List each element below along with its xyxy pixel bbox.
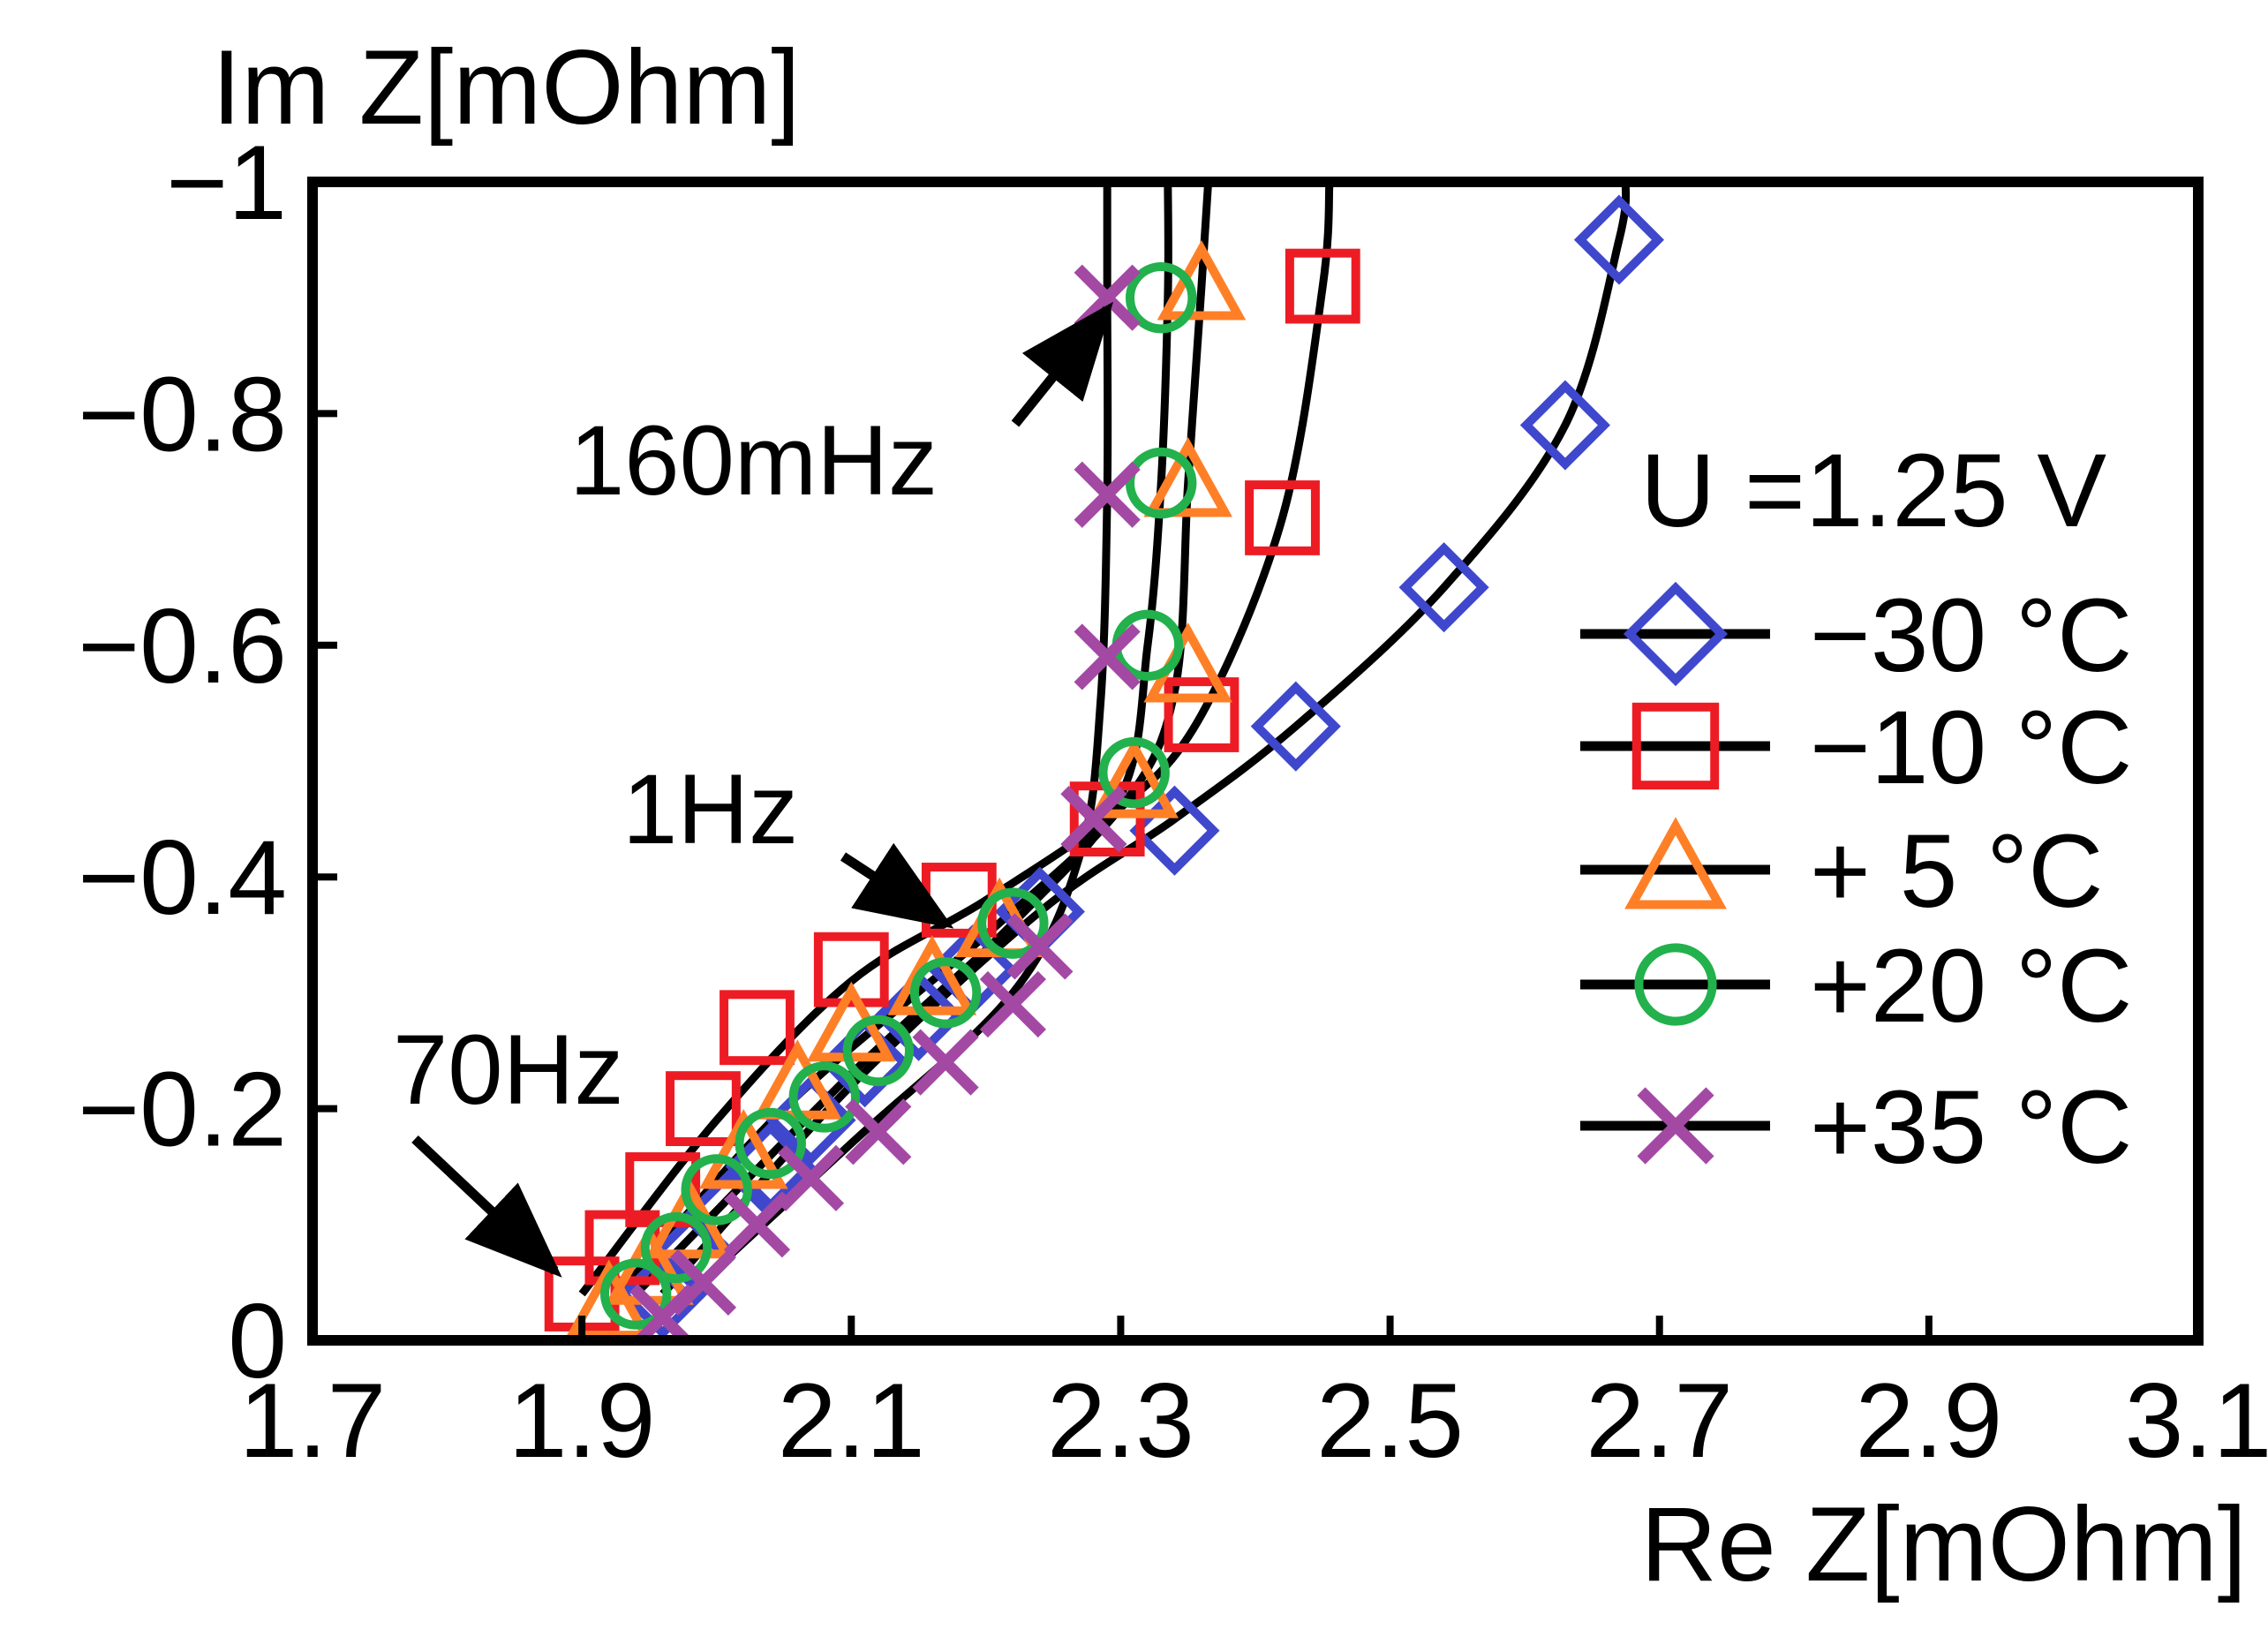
x-tick-label: 2.7	[1586, 1362, 1733, 1480]
x-tick-label: 2.1	[778, 1362, 925, 1480]
data-point-diamond	[1573, 194, 1665, 285]
data-point-circle	[681, 1154, 752, 1226]
data-point-circle	[909, 957, 982, 1029]
data-point-square	[720, 990, 795, 1066]
legend-triangle-icon	[1624, 817, 1727, 909]
x-axis-title: Re Z[mOhm]	[1640, 1485, 2247, 1603]
annotation-label: 1Hz	[622, 754, 798, 864]
legend-label: +20 °C	[1810, 928, 2132, 1045]
y-tick-label: −0.8	[78, 355, 287, 473]
annotation-label: 70Hz	[393, 1015, 623, 1125]
x-axis-ticks: 1.7 1.9 2.1 2.3 2.5 2.7 2.9 3.1	[239, 1316, 2268, 1480]
x-tick-label: 1.9	[509, 1362, 656, 1480]
y-axis-title: Im Z[mOhm]	[212, 28, 801, 147]
legend-label: −30 °C	[1810, 577, 2132, 694]
data-point-circle	[1098, 736, 1170, 809]
data-point-circle	[640, 1211, 712, 1284]
data-point-triangle	[1143, 437, 1233, 517]
data-point-x	[912, 1029, 979, 1096]
legend-diamond-icon	[1623, 581, 1729, 687]
legend-title: U =1.25 V	[1640, 433, 2106, 549]
data-point-diamond	[819, 1017, 910, 1108]
data-point-circle	[788, 1061, 860, 1133]
series-curve	[578, 182, 1334, 1297]
data-point-x	[723, 1191, 791, 1258]
data-point-square	[1164, 677, 1239, 752]
legend-x-icon	[1637, 1087, 1714, 1165]
data-point-circle	[599, 1258, 672, 1330]
plot-frame	[307, 177, 2204, 1346]
annotation-arrow	[411, 1135, 562, 1278]
legend: U =1.25 V −30 °C−10 °C+ 5 °C+20 °C +35 °C	[1580, 433, 2132, 1186]
data-point-x	[777, 1144, 845, 1211]
data-point-x	[1074, 623, 1141, 690]
legend-label: +35 °C	[1810, 1069, 2132, 1186]
data-point-circle	[977, 887, 1049, 959]
y-tick-label: −1	[166, 124, 287, 242]
series-markers	[544, 194, 1665, 1340]
annotation-label: 160mHz	[569, 405, 938, 516]
x-tick-label: 1.7	[239, 1362, 387, 1480]
data-point-diamond	[1519, 380, 1610, 471]
data-point-diamond	[1250, 681, 1341, 772]
x-tick-label: 2.3	[1047, 1362, 1194, 1480]
data-point-circle	[842, 1015, 914, 1087]
x-tick-label: 3.1	[2125, 1362, 2268, 1480]
legend-label: −10 °C	[1810, 690, 2132, 806]
data-point-square	[1245, 480, 1320, 555]
annotations: 160mHz 1Hz 70Hz	[393, 301, 1114, 1278]
data-point-square	[813, 932, 889, 1007]
legend-square-icon	[1631, 702, 1720, 790]
data-point-diamond	[765, 1075, 856, 1166]
data-point-x	[1006, 913, 1074, 980]
data-point-diamond	[873, 970, 964, 1061]
data-point-x	[979, 970, 1046, 1038]
annotation-arrow	[1011, 301, 1114, 427]
y-tick-label: −0.2	[78, 1051, 287, 1169]
data-point-x	[669, 1248, 737, 1316]
data-point-x	[845, 1098, 912, 1166]
data-point-square	[666, 1071, 741, 1146]
data-point-diamond	[1398, 542, 1489, 633]
y-tick-label: 0	[228, 1282, 287, 1400]
y-tick-label: −0.4	[78, 818, 287, 937]
x-tick-label: 2.9	[1855, 1362, 2002, 1480]
data-point-square	[1285, 248, 1360, 324]
data-point-circle	[735, 1107, 806, 1180]
x-tick-label: 2.5	[1316, 1362, 1464, 1480]
data-point-circle	[1126, 262, 1197, 334]
legend-circle-icon	[1634, 943, 1717, 1026]
annotation-arrow	[840, 842, 954, 929]
data-point-x	[1074, 461, 1141, 528]
y-axis-ticks: 0 −0.2 −0.4 −0.6 −0.8 −1	[78, 124, 337, 1400]
legend-label: + 5 °C	[1810, 813, 2104, 930]
data-point-x	[1060, 786, 1127, 853]
y-tick-label: −0.6	[78, 587, 287, 705]
data-point-triangle	[1089, 738, 1179, 818]
data-point-circle	[1126, 447, 1197, 519]
series-curve	[659, 182, 1631, 1297]
